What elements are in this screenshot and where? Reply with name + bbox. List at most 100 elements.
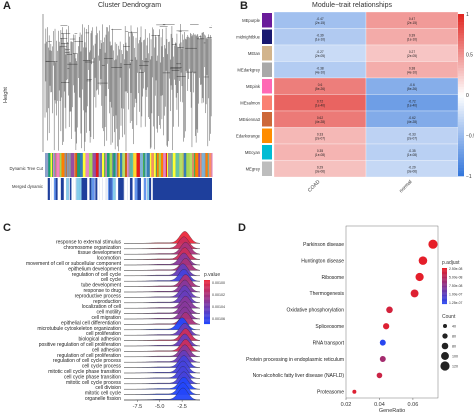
cluster-dendrogram: Height Dynamic Tree Cut Merged dynamic [3,14,213,200]
colorbar-step [458,159,464,163]
heatmap-cell-value: (4e-10) [315,70,325,74]
module-color-swatch [262,112,272,127]
legend-gradient-step [442,272,447,274]
go-term-label: cell migration [92,315,122,321]
count-legend-value: 80 [452,335,456,339]
heatmap-cell-value: (2e-05) [407,54,417,58]
heatmap-cell-value: (1e-10) [315,37,325,41]
count-legend-value: 40 [452,325,456,329]
heatmap-cell-value: -0.6 [409,83,415,87]
go-term-label: mitotic cell cycle phase transition [48,369,121,375]
module-color-block [151,153,154,177]
colorbar-step [458,122,464,125]
merged-color-block [151,178,153,200]
module-color-block [88,153,93,177]
merged-color-block [111,178,113,200]
pvalue-legend-value: 0.00100 [212,281,225,285]
module-color-block [156,153,159,177]
legend-gradient-step [204,294,210,296]
pathway-label: Spliceosome [315,324,344,330]
count-legend-title: Count [442,314,456,320]
module-color-block [136,153,140,177]
go-term-label: regulation of cell cycle [72,272,121,278]
go-term-label: cell division [95,385,121,391]
colorbar-step [458,149,464,152]
panel-a-title: Cluster Dendrogram [98,2,162,9]
panel-a-ylabel: Height [3,87,9,103]
legend-gradient-step [442,271,447,273]
pathway-dot [415,272,424,282]
module-color-block [205,153,208,177]
merged-color-block [132,178,135,200]
padjust-legend-value: 5.00e-08 [449,276,462,280]
legend-gradient-step [442,294,447,296]
module-color-block [122,153,126,177]
legend-gradient-step [442,297,447,299]
colorbar-step [458,22,464,26]
module-color-block [149,153,152,177]
colorbar-step [458,146,464,150]
colorbar-step [458,130,464,134]
colorbar-step [458,24,464,28]
heatmap-cell-value: 0.72 [317,99,323,103]
pathway-dot [418,256,428,265]
heatmap-cell-value: (5e-26) [407,87,417,91]
legend-gradient-step [204,306,210,308]
go-term-label: cell adhesion [92,347,121,353]
kegg-dotplot: Parkinson disease Huntington disease Ribos… [246,225,462,412]
colorbar-step [458,14,464,17]
legend-gradient-step [442,295,447,297]
merged-color-block [60,178,64,200]
module-color-swatch [262,128,272,143]
legend-gradient-step [204,305,210,307]
density-ridge [124,306,201,320]
merged-color-block [140,178,144,200]
go-term-label: epithelial cell differentiation [61,320,121,326]
heatmap-cell-value: -0.38 [316,66,323,70]
heatmap-cell-value: (4e-10) [407,70,417,74]
module-color-block [59,153,62,177]
colorbar-step [458,135,464,139]
module-color-block [80,153,83,177]
x-tick-label: 0.04 [374,402,385,408]
legend-gradient-step [442,285,447,287]
go-term-label: cell cycle [101,277,122,283]
merged-color-block [45,178,48,200]
merged-color-block [97,178,100,200]
colorbar-step [458,73,464,77]
colorbar-tick: 0 [466,93,469,99]
module-color-block [168,153,172,177]
module-color-block [68,153,71,177]
colorbar-step [458,113,464,117]
go-term-label: cell cycle phase transition [64,374,121,380]
pathway-label: RNA transport [313,340,345,346]
merged-color-block [63,178,67,200]
module-color-swatch [262,95,272,110]
legend-gradient-step [204,299,210,301]
colorbar-step [458,100,464,104]
padjust-legend-value: 2.50e-08 [449,267,462,271]
heatmap-cell-value: (2e-07) [315,136,325,140]
x-tick-label: 0.02 [341,402,352,408]
module-color-block [144,153,145,177]
colorbar-step [458,103,464,107]
pathway-label: Protein processing in endoplasmic reticu… [246,357,344,363]
legend-gradient-step [204,284,210,286]
module-label: MEsalmon [240,100,260,105]
panel-c-letter: C [3,222,11,234]
legend-gradient-step [442,295,447,296]
go-term-label: response to external stimulus [56,239,122,245]
module-color-block [130,153,132,177]
colorbar-step [458,59,464,63]
merged-color-block [138,178,141,200]
legend-gradient-step [204,285,210,287]
colorbar-step [458,70,464,74]
heatmap-cell-value: 0.35 [317,149,323,153]
heatmap-cell-value: (2e-15) [407,21,417,25]
module-color-block [146,153,150,177]
go-term-label: movement of cell or subcellular componen… [26,261,122,267]
merged-color-block [134,178,138,200]
colorbar-step [458,38,464,42]
merged-color-block [130,178,133,200]
legend-gradient-step [204,283,210,285]
